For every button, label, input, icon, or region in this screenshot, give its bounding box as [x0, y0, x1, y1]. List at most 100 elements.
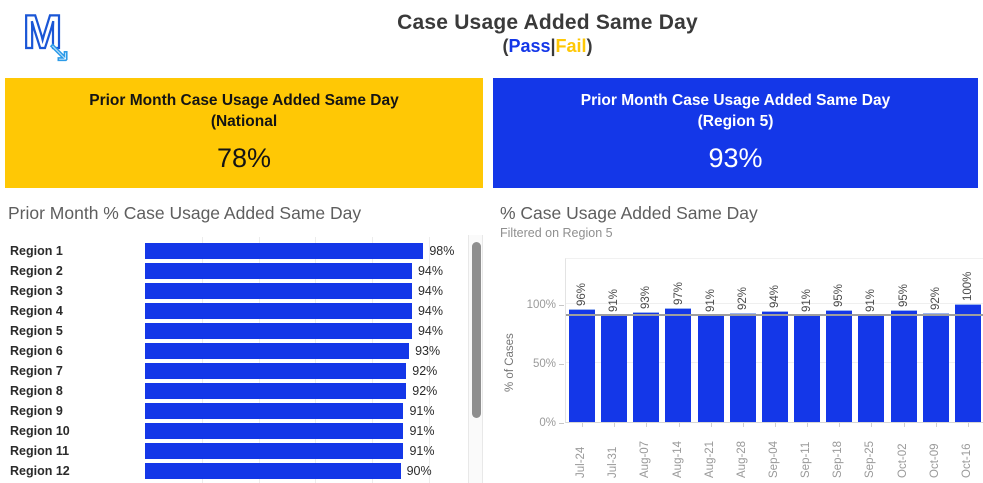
bar-region-1[interactable] [145, 243, 424, 259]
left-chart-plot: Region 1 98% Region 2 94% Region 3 94% Region … [0, 241, 466, 483]
bar-value-label: 92% [412, 364, 438, 378]
region-label: Region 12 [10, 464, 70, 478]
bar-region-11[interactable] [145, 443, 404, 459]
bar-value-label: 95% [833, 283, 846, 307]
left-chart-scrollbar-track[interactable] [468, 235, 483, 483]
bar-value-label: 92% [412, 384, 438, 398]
right-chart-x-axis-labels: Jul-24 Jul-31 Aug-07 Aug-14 Aug-21 Aug-28 Sep-… [565, 430, 983, 480]
x-axis-date-label: Sep-25 [864, 440, 877, 478]
bar-value-label: 97% [672, 281, 685, 305]
y-tick-mark [559, 364, 564, 365]
subtitle-close-paren: ) [586, 36, 593, 56]
left-chart-row: Region 8 92% [0, 381, 466, 401]
x-axis-date-label: Sep-18 [832, 440, 845, 478]
bar-oct-16[interactable] [954, 304, 981, 422]
region-label: Region 3 [10, 284, 63, 298]
x-axis-date-label: Sep-04 [768, 440, 780, 478]
left-chart-row: Region 5 94% [0, 321, 466, 341]
region-label: Region 5 [10, 324, 63, 338]
x-axis-date-label: Aug-14 [671, 440, 684, 478]
region-label: Region 6 [10, 344, 63, 358]
bar-region-4[interactable] [145, 303, 412, 319]
left-chart-row: Region 1 98% [0, 241, 466, 261]
bar-value-label: 91% [409, 424, 435, 438]
bar-aug-07[interactable] [633, 312, 660, 422]
bar-value-label: 95% [897, 283, 910, 307]
left-gridline [372, 237, 374, 483]
region-label: Region 2 [10, 264, 63, 278]
bar-region-8[interactable] [145, 383, 407, 399]
kpi-card-region5: Prior Month Case Usage Added Same Day (R… [493, 78, 978, 188]
x-axis-tick [582, 423, 584, 427]
bar-value-label: 94% [417, 304, 443, 318]
left-gridline [429, 237, 430, 483]
kpi-region5-title-line2: (Region 5) [697, 112, 774, 130]
region-label: Region 8 [10, 384, 63, 398]
page-title: Case Usage Added Same Day [397, 11, 698, 34]
x-axis-tick [839, 423, 841, 427]
bar-value-label: 93% [640, 286, 653, 310]
x-axis-tick [678, 423, 680, 427]
bar-value-label: 94% [417, 284, 443, 298]
bar-region-12[interactable] [145, 463, 401, 479]
left-chart-row: Region 7 92% [0, 361, 466, 381]
bar-value-label: 93% [415, 344, 441, 358]
bar-region-10[interactable] [145, 423, 404, 439]
left-chart-row: Region 10 91% [0, 421, 466, 441]
kpi-card-national: Prior Month Case Usage Added Same Day (N… [5, 78, 483, 188]
right-chart-title: % Case Usage Added Same Day [500, 203, 758, 223]
page-subtitle: (Pass|Fail) [120, 36, 975, 57]
bar-value-label: 94% [769, 285, 781, 309]
y-tick-mark [559, 423, 564, 424]
left-chart-row: Region 9 91% [0, 401, 466, 421]
x-axis-tick [614, 423, 616, 427]
right-chart-filter-subtitle: Filtered on Region 5 [500, 226, 613, 240]
region-label: Region 4 [10, 304, 63, 318]
bar-oct-02[interactable] [890, 309, 917, 422]
bar-jul-31[interactable] [601, 314, 628, 422]
bar-sep-11[interactable] [794, 314, 821, 422]
bar-sep-04[interactable] [761, 311, 788, 422]
y-tick-mark [559, 305, 564, 306]
left-gridline [315, 237, 317, 483]
left-chart-title: Prior Month % Case Usage Added Same Day [8, 203, 362, 223]
kpi-national-value: 78% [216, 143, 272, 173]
svg-text:↘: ↘ [47, 35, 70, 63]
bar-region-3[interactable] [145, 283, 412, 299]
x-axis-tick [742, 423, 744, 427]
left-chart-row: Region 4 94% [0, 301, 466, 321]
left-chart-row: Region 11 91% [0, 441, 466, 461]
subtitle-open-paren: ( [502, 36, 509, 56]
left-gridline [258, 237, 260, 483]
x-axis-date-label: Sep-11 [800, 441, 813, 478]
bar-region-6[interactable] [145, 343, 410, 359]
bar-sep-25[interactable] [858, 314, 885, 422]
bar-value-label: 92% [929, 287, 942, 311]
bar-region-5[interactable] [145, 323, 412, 339]
bar-region-2[interactable] [145, 263, 412, 279]
kpi-region5-title-line1: Prior Month Case Usage Added Same Day [580, 92, 891, 109]
left-chart-scrollbar-thumb[interactable] [472, 242, 481, 418]
bar-sep-18[interactable] [826, 309, 853, 422]
x-axis-tick [710, 423, 712, 427]
kpi-region5-value: 93% [708, 143, 763, 173]
bar-aug-21[interactable] [697, 314, 724, 422]
x-axis-date-label: Aug-07 [639, 440, 652, 478]
bar-jul-24[interactable] [569, 308, 595, 422]
bar-region-7[interactable] [145, 363, 407, 379]
bar-value-label: 91% [409, 404, 435, 418]
bar-value-label: 96% [576, 282, 589, 306]
region-label: Region 11 [10, 444, 70, 458]
bar-region-9[interactable] [145, 403, 404, 419]
bar-value-label: 100% [961, 271, 974, 301]
x-axis-tick [775, 423, 776, 427]
bar-oct-09[interactable] [922, 313, 949, 422]
region-label: Region 10 [10, 424, 70, 438]
kpi-national-title-line1: Prior Month Case Usage Added Same Day [89, 92, 399, 109]
x-axis-tick [871, 423, 873, 427]
bar-aug-14[interactable] [665, 307, 692, 422]
y-tick-label: 50% [532, 358, 556, 370]
bar-value-label: 98% [429, 244, 455, 258]
bar-aug-28[interactable] [729, 313, 756, 422]
bar-value-label: 91% [865, 288, 878, 312]
